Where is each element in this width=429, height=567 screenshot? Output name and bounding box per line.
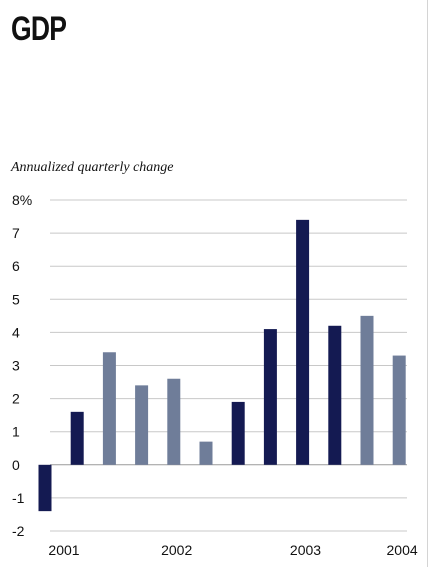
y-tick-label: -1: [12, 490, 25, 506]
x-year-label: 2004: [387, 542, 418, 558]
x-year-label: 2003: [290, 542, 321, 558]
y-tick-label: 5: [12, 291, 20, 307]
chart-subtitle: Annualized quarterly change: [11, 160, 174, 175]
chart-title: GDP: [11, 10, 67, 48]
bar: [135, 385, 149, 465]
bar: [38, 464, 52, 512]
bar: [102, 352, 116, 465]
x-axis-year-labels: 2001 2002 2003 2004: [48, 542, 417, 558]
frame-border: [427, 0, 428, 567]
bar: [199, 441, 213, 465]
bar: [328, 325, 342, 465]
y-tick-label: 8%: [12, 192, 32, 208]
bar: [296, 219, 310, 465]
bar: [263, 329, 277, 465]
y-tick-label: 7: [12, 225, 20, 241]
bar: [231, 401, 245, 465]
x-year-label: 2001: [48, 542, 79, 558]
bar: [360, 315, 374, 465]
y-tick-label: 0: [12, 457, 20, 473]
y-tick-label: 3: [12, 358, 20, 374]
bar: [167, 378, 181, 465]
bar: [392, 355, 406, 465]
bars: [38, 219, 406, 512]
y-tick-label: 4: [12, 324, 20, 340]
y-tick-label: 1: [12, 424, 20, 440]
bar: [70, 411, 84, 465]
x-year-label: 2002: [161, 542, 192, 558]
y-tick-label: 2: [12, 391, 20, 407]
y-axis-tick-labels: 8% 7 6 5 4 3 2 1 0 -1 -2: [12, 192, 32, 539]
y-tick-label: -2: [12, 523, 25, 539]
y-tick-label: 6: [12, 258, 20, 274]
